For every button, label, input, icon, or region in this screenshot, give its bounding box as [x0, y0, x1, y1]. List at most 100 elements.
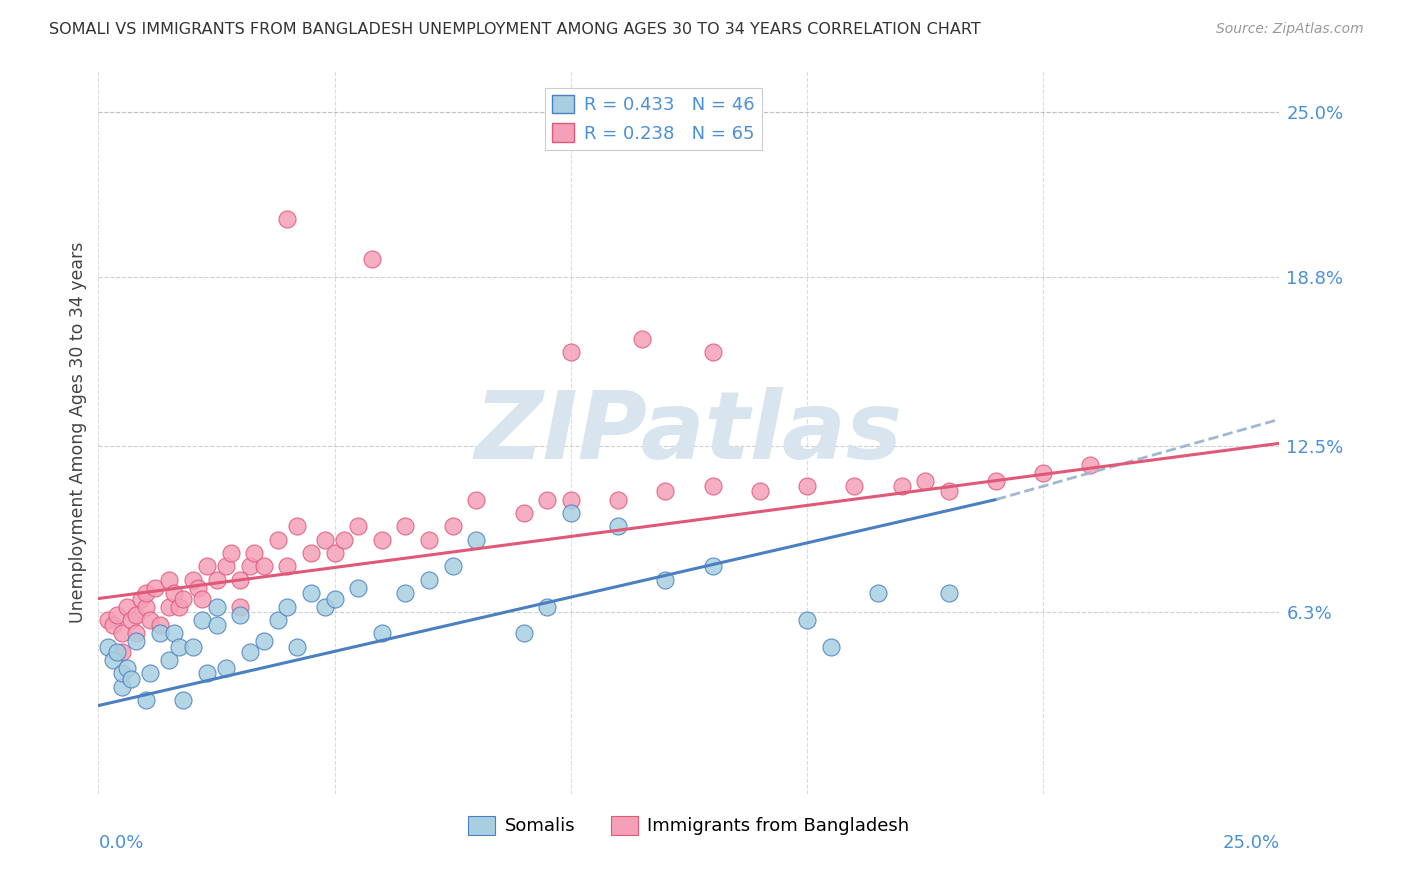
- Point: [111, 680, 134, 694]
- Point: [285, 519, 308, 533]
- Point: [465, 492, 488, 507]
- Point: [195, 666, 218, 681]
- Point: [111, 666, 134, 681]
- Point: [229, 607, 252, 622]
- Point: [181, 640, 204, 654]
- Point: [97, 613, 120, 627]
- Point: [536, 599, 558, 614]
- Point: [205, 599, 228, 614]
- Point: [418, 533, 440, 547]
- Point: [139, 613, 162, 627]
- Point: [512, 626, 534, 640]
- Point: [371, 533, 394, 547]
- Point: [129, 591, 152, 606]
- Point: [229, 573, 252, 587]
- Point: [702, 345, 724, 359]
- Point: [163, 626, 186, 640]
- Point: [630, 332, 652, 346]
- Point: [157, 653, 180, 667]
- Point: [361, 252, 384, 266]
- Point: [796, 613, 818, 627]
- Point: [163, 586, 186, 600]
- Point: [187, 581, 209, 595]
- Text: 0.0%: 0.0%: [98, 834, 143, 852]
- Point: [101, 653, 124, 667]
- Point: [347, 519, 370, 533]
- Point: [205, 618, 228, 632]
- Text: 25.0%: 25.0%: [1222, 834, 1279, 852]
- Point: [1032, 466, 1054, 480]
- Point: [121, 613, 143, 627]
- Point: [105, 645, 128, 659]
- Point: [276, 559, 298, 574]
- Point: [111, 645, 134, 659]
- Point: [125, 607, 148, 622]
- Point: [796, 479, 818, 493]
- Point: [135, 693, 157, 707]
- Point: [276, 599, 298, 614]
- Point: [1080, 458, 1102, 472]
- Point: [157, 573, 180, 587]
- Point: [239, 645, 262, 659]
- Point: [195, 559, 218, 574]
- Point: [512, 506, 534, 520]
- Point: [285, 640, 308, 654]
- Point: [149, 626, 172, 640]
- Point: [890, 479, 912, 493]
- Point: [748, 484, 770, 499]
- Point: [97, 640, 120, 654]
- Point: [215, 661, 238, 675]
- Point: [135, 599, 157, 614]
- Point: [441, 519, 464, 533]
- Point: [560, 506, 582, 520]
- Text: SOMALI VS IMMIGRANTS FROM BANGLADESH UNEMPLOYMENT AMONG AGES 30 TO 34 YEARS CORR: SOMALI VS IMMIGRANTS FROM BANGLADESH UNE…: [49, 22, 981, 37]
- Point: [938, 586, 960, 600]
- Point: [125, 634, 148, 648]
- Y-axis label: Unemployment Among Ages 30 to 34 years: Unemployment Among Ages 30 to 34 years: [69, 242, 87, 624]
- Point: [125, 626, 148, 640]
- Point: [253, 634, 276, 648]
- Point: [323, 546, 346, 560]
- Point: [654, 484, 676, 499]
- Point: [121, 672, 143, 686]
- Point: [607, 492, 630, 507]
- Point: [253, 559, 276, 574]
- Point: [536, 492, 558, 507]
- Point: [229, 599, 252, 614]
- Point: [181, 573, 204, 587]
- Text: ZIPatlas: ZIPatlas: [475, 386, 903, 479]
- Point: [139, 666, 162, 681]
- Point: [299, 586, 322, 600]
- Point: [276, 211, 298, 226]
- Point: [172, 693, 194, 707]
- Point: [654, 573, 676, 587]
- Point: [314, 533, 336, 547]
- Point: [101, 618, 124, 632]
- Point: [844, 479, 866, 493]
- Point: [157, 599, 180, 614]
- Point: [560, 492, 582, 507]
- Point: [866, 586, 889, 600]
- Point: [299, 546, 322, 560]
- Point: [323, 591, 346, 606]
- Point: [418, 573, 440, 587]
- Point: [267, 613, 290, 627]
- Point: [702, 559, 724, 574]
- Point: [243, 546, 266, 560]
- Point: [167, 599, 190, 614]
- Legend: Somalis, Immigrants from Bangladesh: Somalis, Immigrants from Bangladesh: [461, 809, 917, 843]
- Point: [219, 546, 242, 560]
- Point: [347, 581, 370, 595]
- Point: [914, 474, 936, 488]
- Point: [938, 484, 960, 499]
- Point: [465, 533, 488, 547]
- Point: [560, 345, 582, 359]
- Point: [607, 519, 630, 533]
- Point: [394, 586, 416, 600]
- Point: [984, 474, 1007, 488]
- Point: [191, 591, 214, 606]
- Point: [167, 640, 190, 654]
- Point: [105, 607, 128, 622]
- Point: [314, 599, 336, 614]
- Point: [115, 661, 138, 675]
